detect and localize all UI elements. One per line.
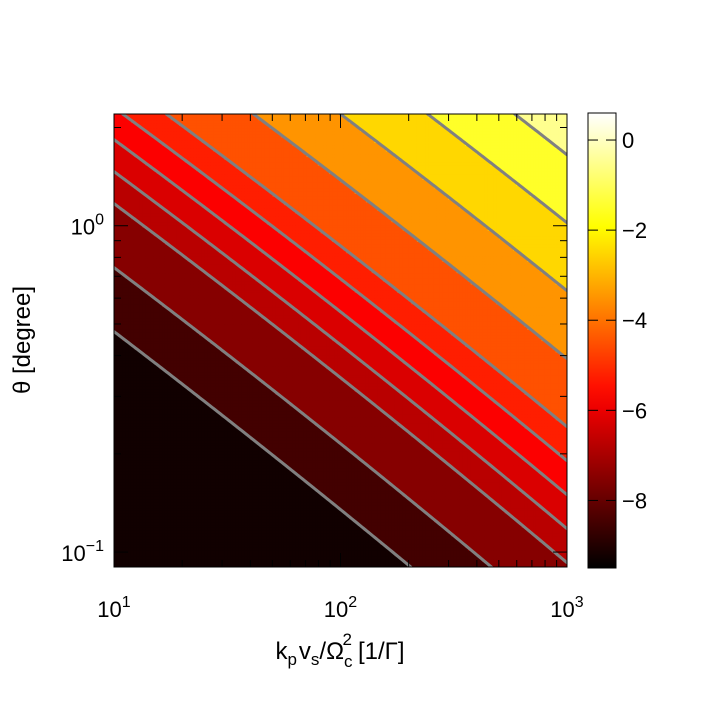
plot-area bbox=[114, 114, 568, 568]
